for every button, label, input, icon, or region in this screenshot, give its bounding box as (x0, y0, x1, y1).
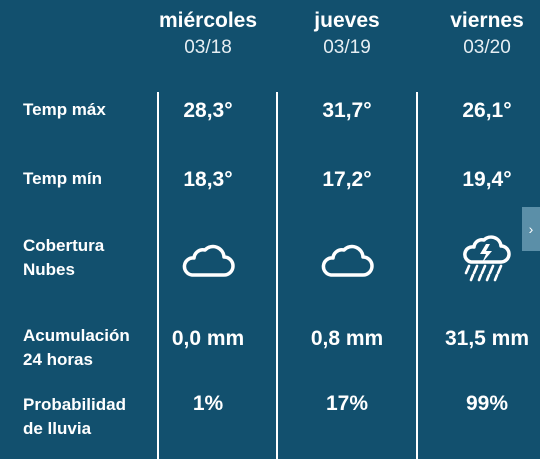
row-label-temp-max: Temp máx (23, 100, 106, 119)
rain-probability-value: 17% (325, 392, 369, 415)
row-label-cloud-cover: Cobertura Nubes (23, 234, 158, 282)
rain-probability-value: 99% (465, 392, 509, 415)
temp-max-value: 31,7° (322, 99, 372, 122)
accumulation-value: 0,0 mm (171, 327, 245, 350)
row-label-temp-min: Temp mín (23, 169, 103, 188)
rain-probability-value: 1% (192, 392, 224, 415)
label-line: Cobertura (23, 236, 105, 255)
cloud-icon (178, 235, 238, 285)
cloud-icon (317, 235, 377, 285)
label-line: de lluvia (23, 419, 92, 438)
chevron-right-icon: › (528, 221, 534, 237)
storm-rain-icon (457, 232, 517, 282)
temp-max-value: 28,3° (183, 99, 233, 122)
day-date: 03/18 (184, 37, 232, 58)
row-label-accumulation: Acumulación 24 horas (23, 324, 158, 372)
accumulation-value: 31,5 mm (444, 327, 530, 350)
temp-min-value: 18,3° (183, 168, 233, 191)
day-name: jueves (314, 9, 380, 32)
label-line: 24 horas (23, 350, 93, 369)
column-divider (276, 92, 278, 459)
column-divider (157, 92, 159, 459)
day-date: 03/20 (463, 37, 511, 58)
row-label-rain-probability: Probabilidad de lluvia (23, 393, 158, 441)
column-divider (416, 92, 418, 459)
next-days-button[interactable]: › (522, 207, 540, 251)
label-line: Nubes (23, 260, 75, 279)
day-name: viernes (450, 9, 524, 32)
accumulation-value: 0,8 mm (310, 327, 384, 350)
day-date: 03/19 (323, 37, 371, 58)
day-header-1: miércoles 03/18 (138, 8, 278, 62)
day-header-3: viernes 03/20 (417, 8, 540, 62)
temp-min-value: 19,4° (462, 168, 512, 191)
label-line: Probabilidad (23, 395, 126, 414)
day-header-2: jueves 03/19 (277, 8, 417, 62)
day-name: miércoles (158, 9, 258, 32)
temp-min-value: 17,2° (322, 168, 372, 191)
label-line: Acumulación (23, 326, 130, 345)
temp-max-value: 26,1° (462, 99, 512, 122)
